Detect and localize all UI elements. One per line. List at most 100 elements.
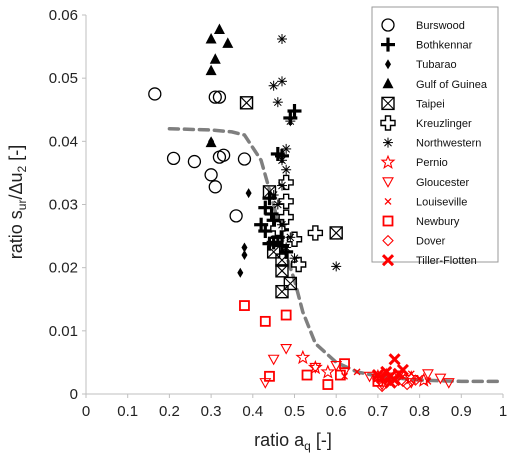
x-tick-label: 0.8: [409, 403, 430, 420]
point-taipei: [239, 96, 254, 110]
point-tiller-flotten: [376, 372, 389, 385]
point-tubarao: [241, 242, 248, 253]
trend-line: [167, 126, 505, 384]
point-northwestern: [276, 76, 287, 87]
point-newbury: [301, 369, 313, 381]
point-kreuzlinger: [278, 193, 294, 210]
x-tick-label: 0: [82, 403, 90, 420]
point-newbury: [239, 300, 250, 311]
point-dover: [409, 374, 422, 386]
point-gloucester: [363, 371, 376, 383]
trend-curve: [167, 126, 505, 384]
point-pernio: [307, 359, 323, 375]
legend-label-tubarao: Tubarao: [416, 59, 457, 71]
point-newbury: [264, 370, 275, 382]
point-tubarao: [245, 188, 252, 199]
point-gulf-of-guinea: [209, 53, 221, 64]
point-louiseville: [424, 377, 432, 385]
point-gloucester: [280, 343, 293, 355]
point-kreuzlinger: [278, 209, 294, 225]
legend-marker-gloucester: [382, 177, 394, 188]
point-northwestern: [281, 143, 292, 154]
legend-label-pernio: Pernio: [416, 157, 448, 169]
y-tick-label: 0: [70, 386, 78, 403]
legend-marker-dover: [382, 234, 394, 247]
legend-label-tiller-flotten: Tiller-Flotten: [416, 255, 477, 267]
point-taipei: [275, 264, 289, 278]
legend-marker-taipei: [381, 96, 395, 111]
point-gloucester: [267, 354, 280, 366]
point-tiller-flotten: [388, 353, 401, 366]
x-tick-label: 0.3: [201, 403, 222, 420]
point-northwestern: [268, 80, 279, 91]
point-louiseville: [416, 374, 424, 382]
point-gulf-of-guinea: [213, 23, 225, 35]
point-louiseville: [407, 370, 415, 378]
x-tick-label: 1: [499, 403, 507, 420]
point-burswood: [166, 151, 181, 166]
legend-marker-bothkennar: [381, 37, 395, 52]
point-northwestern: [331, 261, 342, 272]
point-northwestern: [276, 219, 287, 230]
y-tick-label: 0.06: [49, 7, 78, 24]
point-northwestern: [289, 253, 300, 264]
point-burswood: [204, 168, 218, 182]
legend-label-newbury: Newbury: [416, 216, 460, 228]
point-louiseville: [353, 368, 361, 376]
point-bothkennar: [258, 224, 273, 239]
point-northwestern: [276, 180, 287, 191]
point-burswood: [208, 180, 222, 194]
point-newbury: [334, 369, 346, 381]
plot-axes: 0 0.1 0.2 0.3 0.4 0.5 0.6 0.7 0.8 0.9 1 0 0.01 0.02 0.…: [49, 7, 507, 420]
point-burswood: [148, 87, 162, 101]
point-northwestern: [285, 232, 296, 243]
y-tick-label: 0.04: [49, 133, 78, 150]
point-northwestern: [276, 155, 287, 166]
legend-marker-kreuzlinger: [380, 115, 396, 131]
point-gloucester: [330, 361, 343, 372]
point-dover: [376, 380, 388, 393]
point-newbury: [280, 309, 292, 321]
legend-label-burswood: Burswood: [416, 20, 465, 32]
legend-label-gulf-of-guinea: Gulf of Guinea: [416, 79, 488, 91]
x-tick-label: 0.7: [367, 403, 388, 420]
point-northwestern: [272, 199, 283, 210]
legend-label-gloucester: Gloucester: [416, 177, 470, 189]
point-newbury: [322, 379, 334, 390]
x-tick-label: 0.5: [284, 403, 305, 420]
point-northwestern: [272, 97, 283, 108]
x-tick-label: 0.6: [326, 403, 347, 420]
point-gulf-of-guinea: [205, 33, 217, 44]
point-taipei: [275, 253, 289, 267]
legend-marker-louiseville: [384, 197, 392, 205]
point-northwestern: [268, 190, 279, 201]
point-burswood: [212, 90, 227, 104]
point-northwestern: [281, 242, 292, 253]
point-taipei: [329, 226, 343, 240]
point-dover: [401, 378, 413, 391]
legend-label-louiseville: Louiseville: [416, 196, 467, 208]
point-tubarao: [237, 267, 244, 278]
y-axis-title: ratio sur/Δu2 [-]: [6, 145, 29, 259]
point-newbury: [339, 358, 350, 370]
legend-label-northwestern: Northwestern: [416, 138, 481, 150]
point-tiller-flotten: [396, 363, 409, 377]
legend-label-bothkennar: Bothkennar: [416, 40, 473, 52]
point-burswood: [237, 152, 252, 166]
point-burswood: [187, 154, 202, 169]
legend-marker-gulf-of-guinea: [382, 77, 394, 89]
legend-marker-tubarao: [385, 59, 391, 70]
x-tick-label: 0.9: [451, 403, 472, 420]
x-tick-label: 0.1: [117, 403, 138, 420]
y-tick-label: 0.03: [49, 197, 78, 214]
point-gloucester: [422, 369, 434, 380]
legend-label-kreuzlinger: Kreuzlinger: [416, 118, 472, 130]
y-tick-label: 0.02: [49, 260, 78, 277]
legend-label-taipei: Taipei: [416, 98, 445, 110]
legend-marker-northwestern: [383, 137, 393, 148]
point-tiller-flotten: [388, 374, 401, 387]
point-northwestern: [285, 116, 296, 127]
point-northwestern: [281, 164, 292, 175]
x-tick-label: 0.2: [159, 403, 180, 420]
